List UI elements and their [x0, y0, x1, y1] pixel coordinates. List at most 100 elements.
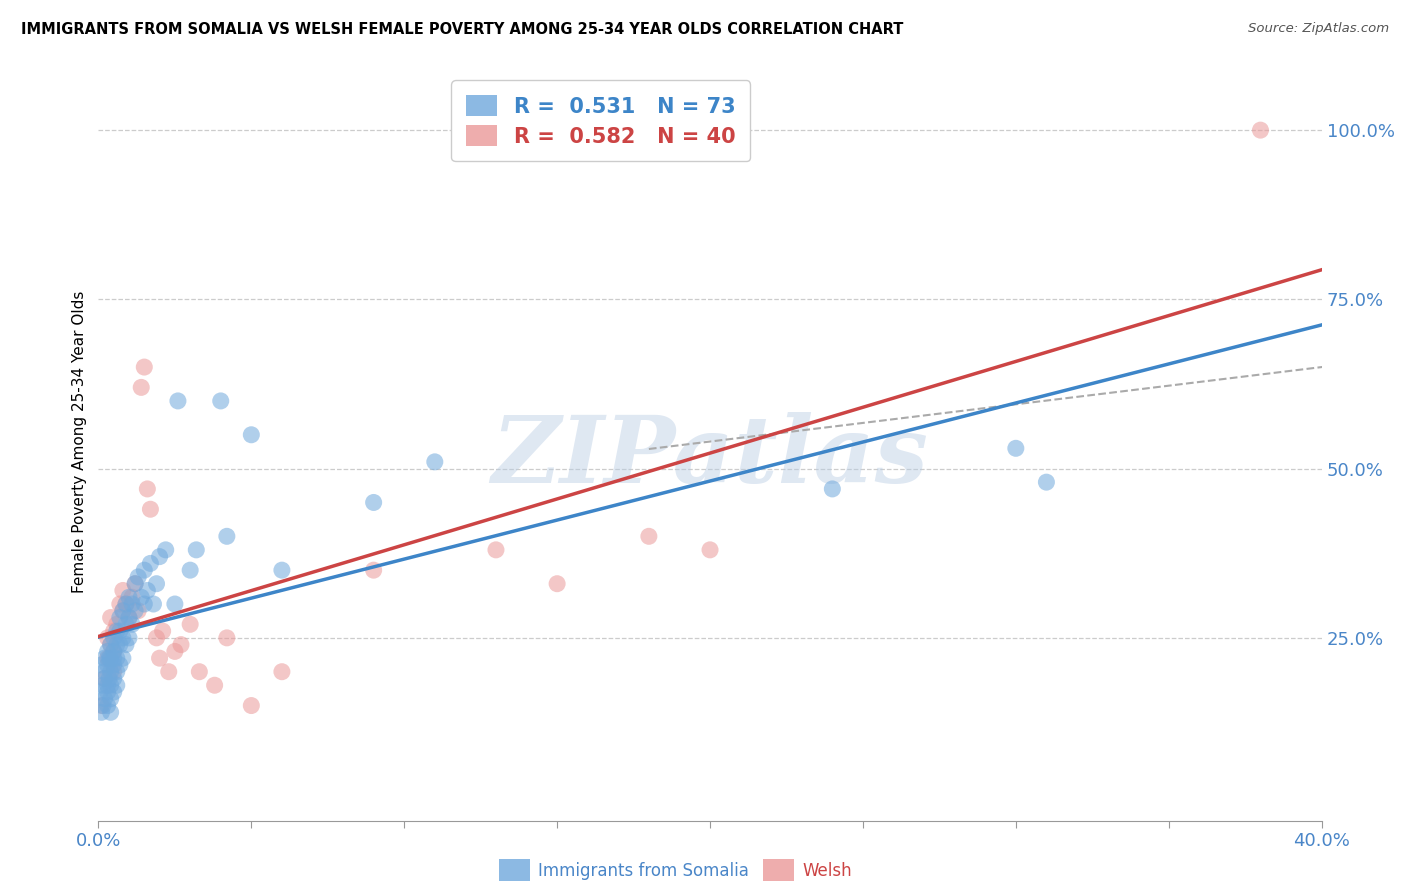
Point [129, 380, 152, 394]
Point [155, 542, 177, 557]
Point [423, 455, 446, 469]
Text: Welsh: Welsh [803, 862, 852, 880]
Point [98, 651, 121, 665]
Point [121, 597, 143, 611]
Point [186, 542, 208, 557]
Text: ZIPatlas: ZIPatlas [492, 412, 928, 501]
Point [100, 638, 122, 652]
Point [118, 631, 141, 645]
Point [108, 638, 131, 652]
Point [111, 631, 134, 645]
Point [97, 631, 120, 645]
Point [103, 644, 125, 658]
Point [103, 665, 125, 679]
Point [127, 604, 149, 618]
Point [136, 583, 159, 598]
Point [90, 698, 112, 713]
Point [136, 482, 159, 496]
Point [93, 672, 115, 686]
Point [485, 542, 508, 557]
Point [699, 542, 721, 557]
Point [97, 657, 120, 672]
Point [142, 597, 165, 611]
Point [97, 678, 120, 692]
Point [149, 549, 172, 564]
Point [115, 597, 138, 611]
Point [115, 638, 138, 652]
Point [105, 678, 128, 692]
Point [105, 617, 128, 632]
Point [363, 495, 385, 509]
Point [118, 610, 141, 624]
Point [93, 691, 115, 706]
Point [124, 604, 146, 618]
Point [89, 685, 111, 699]
Point [103, 631, 125, 645]
Text: IMMIGRANTS FROM SOMALIA VS WELSH FEMALE POVERTY AMONG 25-34 YEAR OLDS CORRELATIO: IMMIGRANTS FROM SOMALIA VS WELSH FEMALE … [21, 22, 904, 37]
Point [105, 624, 128, 639]
Point [215, 529, 238, 543]
Point [270, 563, 292, 577]
Point [139, 502, 162, 516]
Point [100, 678, 122, 692]
Point [167, 393, 190, 408]
Point [821, 482, 844, 496]
Point [108, 610, 131, 624]
Point [240, 427, 263, 442]
Point [105, 638, 128, 652]
Point [363, 563, 385, 577]
Point [103, 651, 125, 665]
Point [240, 698, 263, 713]
Point [98, 672, 121, 686]
Point [97, 685, 120, 699]
Point [93, 665, 115, 679]
Point [97, 644, 120, 658]
Point [179, 617, 201, 632]
Point [127, 570, 149, 584]
Point [115, 617, 138, 632]
Point [103, 657, 125, 672]
Point [1249, 123, 1271, 137]
Point [111, 583, 134, 598]
Point [139, 557, 162, 571]
Point [152, 624, 174, 639]
Point [170, 638, 193, 652]
Point [134, 597, 156, 611]
Point [163, 644, 186, 658]
Point [637, 529, 661, 543]
Legend: R =  0.531   N = 73, R =  0.582   N = 40: R = 0.531 N = 73, R = 0.582 N = 40 [451, 80, 749, 161]
Point [149, 651, 172, 665]
Point [91, 698, 114, 713]
Point [100, 706, 122, 720]
Point [121, 591, 143, 605]
Point [157, 665, 180, 679]
Point [108, 624, 131, 639]
Point [93, 651, 115, 665]
Point [1004, 442, 1026, 456]
Point [129, 591, 152, 605]
Point [121, 617, 143, 632]
Point [90, 657, 112, 672]
Point [91, 678, 114, 692]
Point [103, 624, 125, 639]
Text: Source: ZipAtlas.com: Source: ZipAtlas.com [1249, 22, 1389, 36]
Point [209, 393, 232, 408]
Point [100, 665, 122, 679]
Point [105, 651, 128, 665]
Y-axis label: Female Poverty Among 25-34 Year Olds: Female Poverty Among 25-34 Year Olds [72, 291, 87, 592]
Point [100, 651, 122, 665]
Point [134, 563, 156, 577]
Point [134, 360, 156, 375]
Point [105, 665, 128, 679]
Point [145, 631, 167, 645]
Point [111, 604, 134, 618]
Point [103, 672, 125, 686]
Text: Immigrants from Somalia: Immigrants from Somalia [538, 862, 749, 880]
Point [111, 651, 134, 665]
Point [97, 651, 120, 665]
Point [163, 597, 186, 611]
Point [108, 597, 131, 611]
Point [204, 678, 226, 692]
Point [124, 576, 146, 591]
Point [115, 597, 138, 611]
